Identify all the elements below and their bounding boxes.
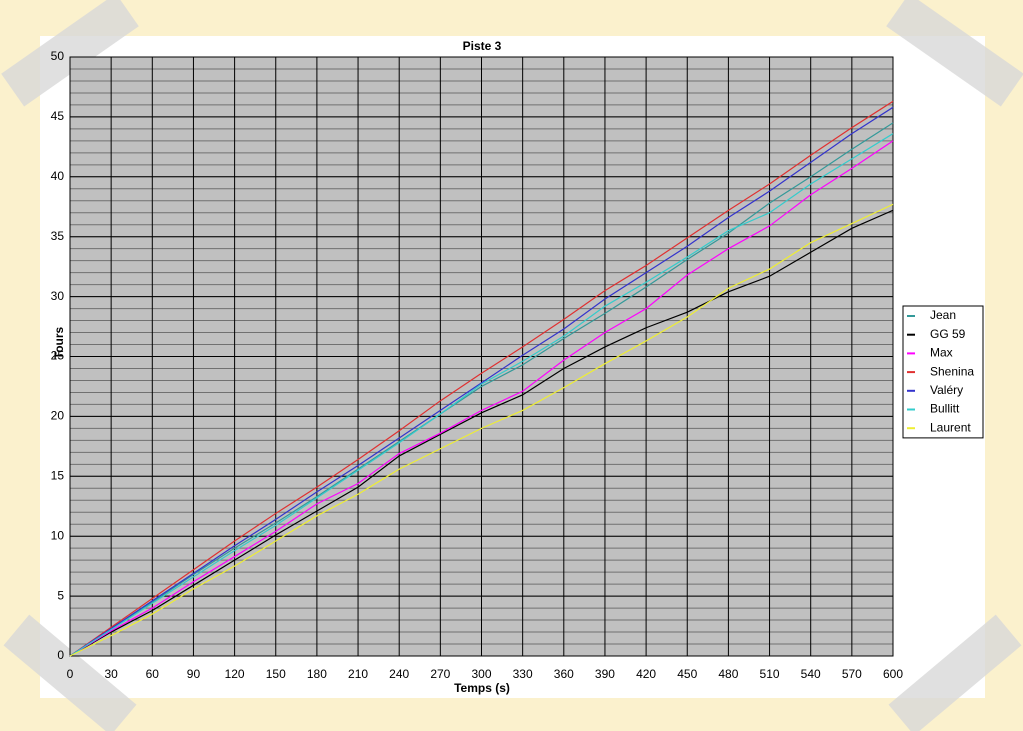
x-tick-label: 540 — [801, 667, 821, 681]
series-line — [69, 122, 894, 657]
y-tick-label: 0 — [57, 648, 64, 662]
x-tick-label: 60 — [146, 667, 160, 681]
x-tick-label: 210 — [348, 667, 368, 681]
tape — [1, 0, 139, 107]
tape — [3, 614, 137, 731]
y-axis-label: Tours — [52, 326, 66, 359]
y-tick-label: 45 — [51, 109, 65, 123]
x-tick-label: 360 — [554, 667, 574, 681]
y-tick-label: 10 — [51, 528, 65, 542]
series-line — [69, 100, 894, 657]
legend-label: Max — [930, 346, 953, 360]
tape — [886, 0, 1023, 107]
x-tick-label: 480 — [718, 667, 738, 681]
y-tick-label: 20 — [51, 409, 65, 423]
x-tick-label: 240 — [389, 667, 409, 681]
x-tick-label: 390 — [595, 667, 615, 681]
x-tick-label: 30 — [104, 667, 118, 681]
series-line — [69, 106, 894, 657]
legend-box — [902, 305, 984, 439]
x-tick-label: 570 — [842, 667, 862, 681]
y-tick-label: 30 — [51, 289, 65, 303]
x-tick-label: 150 — [266, 667, 286, 681]
y-tick-label: 25 — [51, 349, 65, 363]
y-tick-label: 50 — [51, 49, 65, 63]
x-tick-label: 0 — [67, 667, 74, 681]
x-axis-label: Temps (s) — [454, 681, 510, 695]
legend-label: Shenina — [930, 364, 974, 378]
y-tick-label: 35 — [51, 229, 65, 243]
x-tick-label: 180 — [307, 667, 327, 681]
x-tick-label: 120 — [225, 667, 245, 681]
x-tick-label: 510 — [760, 667, 780, 681]
tape — [888, 614, 1022, 731]
chart-title: Piste 3 — [463, 39, 502, 53]
x-tick-label: 600 — [883, 667, 903, 681]
y-tick-label: 40 — [51, 169, 65, 183]
legend-label: Jean — [930, 308, 956, 322]
x-tick-label: 330 — [513, 667, 533, 681]
series-line — [69, 203, 894, 657]
series-line — [69, 133, 894, 657]
x-tick-label: 90 — [187, 667, 201, 681]
legend-label: GG 59 — [930, 327, 966, 341]
x-tick-label: 300 — [471, 667, 491, 681]
legend-label: Laurent — [930, 420, 971, 434]
x-tick-label: 420 — [636, 667, 656, 681]
plot-border — [69, 56, 894, 657]
legend-label: Bullitt — [930, 402, 960, 416]
x-tick-label: 270 — [430, 667, 450, 681]
series-line — [69, 140, 894, 657]
y-tick-label: 15 — [51, 468, 65, 482]
legend-label: Valéry — [930, 383, 963, 397]
y-tick-label: 5 — [57, 588, 64, 602]
x-tick-label: 450 — [677, 667, 697, 681]
series-line — [69, 209, 894, 657]
